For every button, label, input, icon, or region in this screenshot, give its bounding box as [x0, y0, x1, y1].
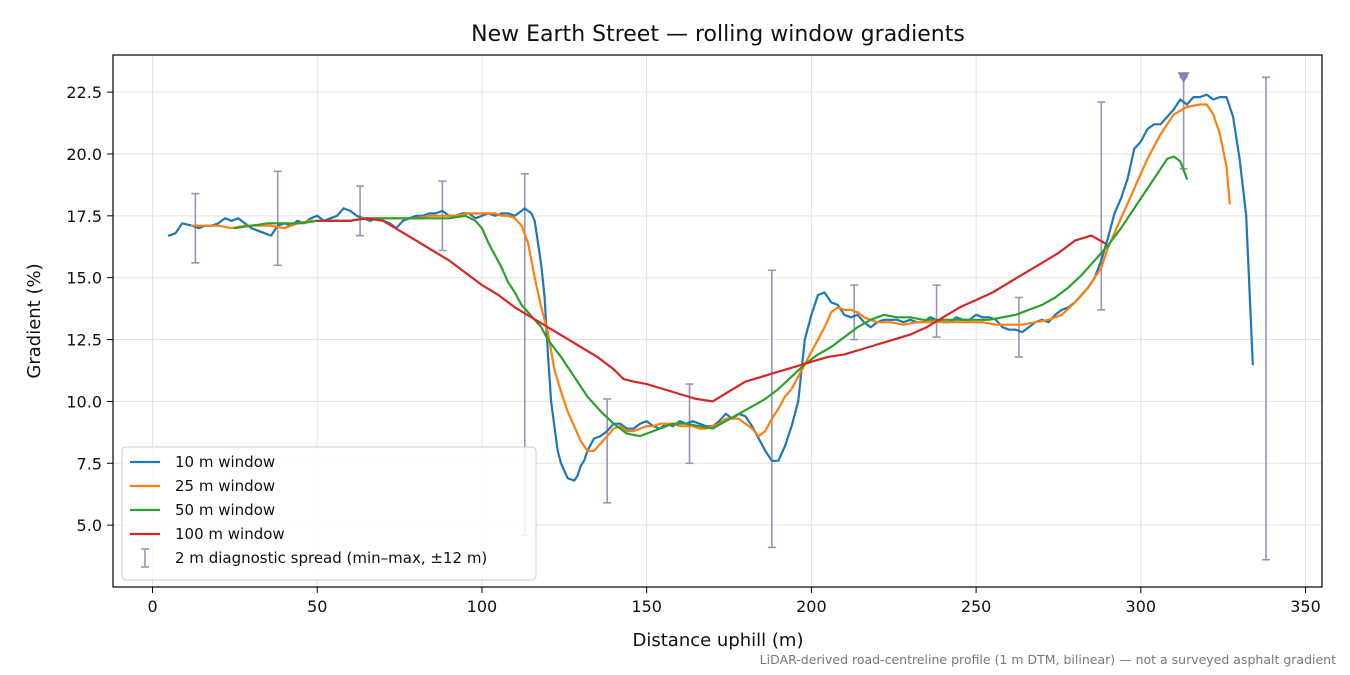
errorbar	[767, 269, 776, 549]
legend: 10 m window 25 m window 50 m window 100 m w…	[121, 446, 537, 581]
chart-title: New Earth Street — rolling window gradie…	[471, 22, 965, 47]
x-tick-label: 100	[467, 597, 498, 616]
errorbar	[356, 185, 365, 237]
y-tick-label: 12.5	[66, 331, 102, 350]
x-tick-label: 150	[631, 597, 662, 616]
y-tick-label: 10.0	[66, 392, 102, 411]
peak-marker	[1177, 72, 1190, 84]
errorbar	[191, 192, 200, 264]
marker-layer	[1177, 72, 1190, 84]
legend-entry: 100 m window	[130, 525, 285, 543]
x-tick-label: 350	[1290, 597, 1321, 616]
plot-frame	[112, 54, 1323, 588]
legend-label: 10 m window	[175, 453, 275, 471]
x-tick-label: 200	[796, 597, 827, 616]
series-line-4	[316, 217, 1106, 403]
legend-entry: 2 m diagnostic spread (min–max, ±12 m)	[141, 548, 487, 568]
series-line-3	[233, 155, 1188, 438]
errorbar	[1097, 101, 1106, 311]
legend-label: 50 m window	[175, 501, 275, 519]
x-tick-label: 250	[961, 597, 992, 616]
legend-label: 2 m diagnostic spread (min–max, ±12 m)	[175, 549, 487, 567]
legend-box	[121, 446, 537, 581]
x-tick-label: 0	[147, 597, 157, 616]
footnote: LiDAR-derived road-centreline profile (1…	[760, 652, 1336, 667]
errorbar	[1261, 76, 1270, 561]
x-axis-label: Distance uphill (m)	[633, 630, 804, 651]
y-axis-ticks: 5.0 7.5 10.0 12.5 15.0 17.5 20.0 22.5	[66, 83, 113, 535]
legend-label: 100 m window	[175, 525, 285, 543]
errorbar-layer	[191, 76, 1270, 561]
y-tick-label: 22.5	[66, 83, 102, 102]
series-layer	[167, 93, 1254, 482]
x-axis-ticks: 0 50 100 150 200 250 300 350	[147, 587, 1321, 616]
errorbar	[932, 284, 941, 338]
legend-entry: 10 m window	[130, 453, 275, 471]
legend-entry: 50 m window	[130, 501, 275, 519]
errorbar	[273, 170, 282, 267]
y-tick-label: 15.0	[66, 269, 102, 288]
legend-entry: 25 m window	[130, 477, 275, 495]
legend-label: 25 m window	[175, 477, 275, 495]
errorbar	[1014, 296, 1023, 358]
y-tick-label: 17.5	[66, 207, 102, 226]
y-tick-label: 5.0	[77, 516, 102, 535]
y-axis-label: Gradient (%)	[24, 263, 45, 378]
x-tick-label: 50	[307, 597, 327, 616]
y-tick-label: 20.0	[66, 145, 102, 164]
x-tick-label: 300	[1126, 597, 1157, 616]
y-tick-label: 7.5	[77, 454, 102, 473]
